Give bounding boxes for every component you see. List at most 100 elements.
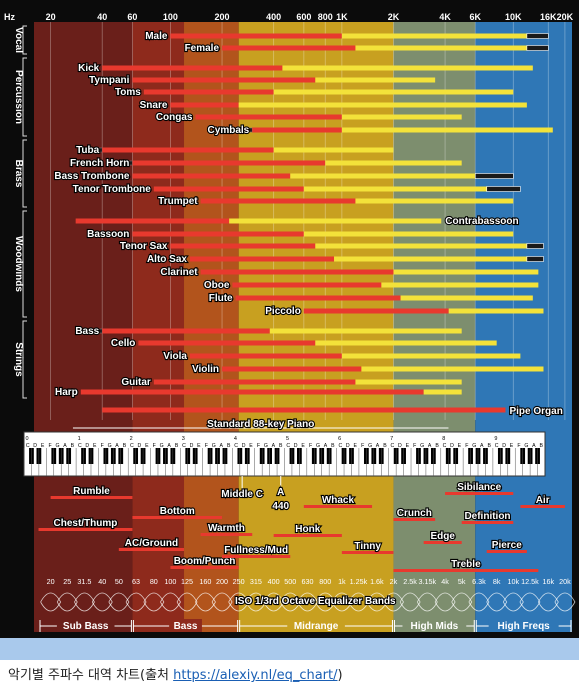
eq-band-label-22: 3.15k <box>418 577 436 586</box>
label-cello: Cello <box>111 338 135 349</box>
piano-note-label: D <box>190 443 194 449</box>
eq-filter-curve-21 <box>399 592 421 612</box>
label-female: Female <box>185 43 220 54</box>
bar-fundamental-toms <box>143 89 274 95</box>
piano-note-label: D <box>33 443 37 449</box>
eq-filter-curve-0 <box>40 592 62 612</box>
piano-note-label: D <box>137 443 141 449</box>
bar-fundamental-tenor-trombone <box>153 186 304 192</box>
category-bracket-3 <box>22 210 27 318</box>
category-label-vocal: Vocal <box>13 27 24 53</box>
band-label-bg-sub-bass <box>56 619 115 632</box>
piano-note-label: D <box>85 443 89 449</box>
piano-note-label: D <box>502 443 506 449</box>
bar-harmonic-bass <box>269 328 462 334</box>
piano-note-label: D <box>398 443 402 449</box>
bar-harmonic-guitar <box>355 379 462 385</box>
x-tick-label-6: 600 <box>296 12 311 22</box>
bar-harmonic-snare <box>238 102 527 108</box>
piano-note-label: B <box>487 443 491 449</box>
eq-filter-curve-7 <box>160 592 181 612</box>
piano-note-label: F <box>413 443 416 449</box>
piano-note-label: A <box>480 443 484 449</box>
piano-note-label: D <box>294 443 298 449</box>
band-label-sub-bass: Sub Bass <box>63 621 109 632</box>
label-flute: Flute <box>209 293 233 304</box>
bg-zone-5 <box>475 22 572 632</box>
piano-note-label: F <box>153 443 156 449</box>
label-tenor-sax: Tenor Sax <box>120 241 168 252</box>
label-tympani: Tympani <box>89 75 130 86</box>
eq-band-label-27: 10k <box>508 577 520 586</box>
region-bar-ac-ground <box>118 548 185 551</box>
label-congas: Congas <box>156 112 193 123</box>
piano-note-label: E <box>301 443 305 449</box>
eq-filter-curve-13 <box>263 592 285 612</box>
piano-octave-number: 6 <box>338 436 341 442</box>
label-clarinet: Clarinet <box>160 267 198 278</box>
eq-filter-curve-16 <box>314 592 336 612</box>
bar-extended-bass-trombone <box>474 173 514 179</box>
piano-note-label: F <box>361 443 364 449</box>
bar-fundamental-guitar <box>153 379 356 385</box>
bar-harmonic-bass-trombone <box>290 173 476 179</box>
x-tick-label-4: 200 <box>215 12 230 22</box>
piano-octave-number: 3 <box>182 436 185 442</box>
piano-note-label: C <box>286 443 290 449</box>
region-label-rumble: Rumble <box>73 486 110 497</box>
piano-note-label: G <box>212 443 216 449</box>
label-violin: Violin <box>192 364 219 375</box>
region-label-treble: Treble <box>451 559 481 570</box>
piano-note-label: G <box>472 443 476 449</box>
category-bracket-1 <box>22 57 27 137</box>
eq-band-label-24: 5k <box>458 577 466 586</box>
bar-harmonic-tenor-trombone <box>303 186 487 192</box>
caption: 악기별 주파수 대역 차트(출처 https://alexiy.nl/eq_ch… <box>8 664 343 683</box>
piano-note-label: G <box>55 443 59 449</box>
piano-note-label: G <box>108 443 112 449</box>
bar-harmonic-kick <box>282 65 533 71</box>
eq-filter-curve-23 <box>434 592 456 612</box>
bar-fundamental-tympani <box>132 77 316 83</box>
piano-octave-number: 9 <box>494 436 497 442</box>
piano-note-label: E <box>406 443 410 449</box>
piano-note-label: B <box>383 443 387 449</box>
label-toms: Toms <box>115 87 141 98</box>
region-label-crunch: Crunch <box>397 508 432 519</box>
eq-bands-title: ISO 1/3rd Octave Equalizer Bands <box>235 596 396 607</box>
region-label-honk: Honk <box>295 524 320 535</box>
piano-note-label: A <box>167 443 171 449</box>
eq-band-label-14: 500 <box>284 577 296 586</box>
bar-harmonic-cymbals <box>341 127 553 133</box>
piano-note-label: C <box>130 443 134 449</box>
bar-fundamental-congas <box>195 114 342 120</box>
label-oboe: Oboe <box>204 280 230 291</box>
bar-fundamental-viola <box>189 353 342 359</box>
x-tick-label-2: 60 <box>127 12 137 22</box>
bg-zone-3 <box>238 22 394 632</box>
eq-filter-curve-22 <box>416 592 438 612</box>
x-tick-label-0: 20 <box>46 12 56 22</box>
source-link[interactable]: https://alexiy.nl/eq_chart/ <box>173 668 338 683</box>
x-tick-label-13: 16K <box>540 12 557 22</box>
bar-harmonic-trumpet <box>355 198 514 204</box>
piano-note-label: A <box>532 443 536 449</box>
eq-band-label-17: 1k <box>338 577 346 586</box>
band-label-bg-midrange <box>287 619 345 632</box>
band-ticks-bass <box>132 620 239 632</box>
eq-band-label-13: 400 <box>268 577 280 586</box>
piano-note-label: D <box>450 443 454 449</box>
bar-fundamental-tuba <box>102 147 274 153</box>
piano-octave-number: 8 <box>442 436 445 442</box>
label-alto-sax: Alto Sax <box>147 254 187 265</box>
bar-harmonic-contrabassoon <box>229 218 442 224</box>
bar-dark-bass <box>80 328 103 334</box>
region-bar-definition <box>461 521 514 524</box>
bar-harmonic-cello <box>315 340 497 346</box>
label-cymbals: Cymbals <box>208 125 250 136</box>
band-ticks-high-freqs <box>475 620 572 632</box>
eq-filter-curve-9 <box>195 592 216 612</box>
piano-note-label: F <box>465 443 468 449</box>
region-bar-sibilance <box>445 492 514 495</box>
eq-filter-curve-17 <box>331 592 353 612</box>
